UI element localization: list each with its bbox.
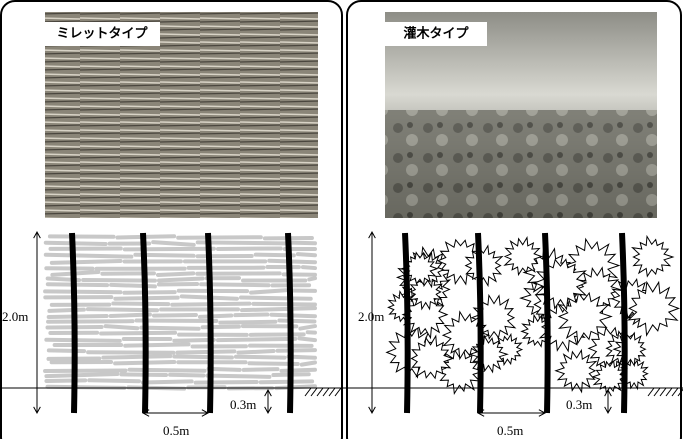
lower-diagrams xyxy=(34,232,683,416)
millet-stroke xyxy=(48,321,132,322)
post xyxy=(72,233,75,413)
height-label: 2.0m xyxy=(2,309,28,324)
millet-stroke xyxy=(220,322,275,323)
ground-hatch xyxy=(654,388,660,396)
millet-stroke xyxy=(218,339,295,340)
millet-stroke xyxy=(196,382,257,383)
millet-stroke xyxy=(141,328,198,329)
millet-stroke xyxy=(158,273,193,275)
spacing-label: 0.5m xyxy=(497,423,523,438)
millet-stroke xyxy=(278,350,315,351)
millet-stroke xyxy=(178,237,261,238)
millet-stroke xyxy=(299,338,315,340)
ground-hatch xyxy=(648,388,654,396)
depth-label: 0.3m xyxy=(230,397,256,412)
millet-stroke xyxy=(46,374,117,376)
millet-stroke xyxy=(282,370,315,371)
millet-stroke xyxy=(46,380,85,381)
millet-stroke xyxy=(298,254,315,255)
ground-hatch xyxy=(329,388,335,396)
millet-stroke xyxy=(207,376,269,377)
post xyxy=(622,233,625,413)
millet-stroke xyxy=(101,333,175,334)
post xyxy=(208,233,211,413)
millet-stroke xyxy=(309,278,315,279)
panel-label: 灌木タイプ xyxy=(403,26,469,42)
millet-stroke xyxy=(143,381,192,382)
post xyxy=(545,233,548,413)
millet-stroke xyxy=(124,292,174,293)
millet-stroke xyxy=(49,310,84,311)
millet-stroke xyxy=(253,304,315,305)
millet-stroke xyxy=(235,315,267,316)
shrub xyxy=(556,350,596,392)
millet-stroke xyxy=(236,357,285,358)
height-label: 2.0m xyxy=(358,309,384,324)
millet-stroke xyxy=(302,363,315,365)
millet-stroke xyxy=(125,344,188,345)
millet-stroke xyxy=(111,285,155,286)
ground-hatch xyxy=(660,388,666,396)
millet-stroke xyxy=(48,284,107,285)
millet-stroke xyxy=(153,242,194,245)
post xyxy=(478,233,481,413)
millet-stroke xyxy=(49,316,107,317)
millet-stroke xyxy=(52,261,121,263)
millet-stroke xyxy=(103,356,170,357)
millet-stroke xyxy=(177,351,234,352)
millet-stroke xyxy=(46,255,132,257)
ground-hatch xyxy=(311,388,317,396)
ground-hatch xyxy=(672,388,678,396)
millet-stroke xyxy=(218,248,281,249)
millet-stroke xyxy=(241,297,311,298)
photo-shrub-foliage xyxy=(385,110,657,218)
millet-stroke xyxy=(113,303,168,304)
millet-stroke xyxy=(238,351,273,353)
millet-stroke xyxy=(300,326,315,328)
millet-stroke xyxy=(261,381,312,382)
post xyxy=(288,233,291,413)
millet-stroke xyxy=(130,370,205,371)
depth-label: 0.3m xyxy=(566,397,592,412)
millet-stroke xyxy=(89,380,139,381)
ground-hatch xyxy=(335,388,341,396)
millet-stroke xyxy=(154,315,196,316)
post xyxy=(143,233,146,413)
fence-diagram: ミレットタイプ 灌木タイプ 2.0m 0.3m 0.5m 2.0m 0.3m 0… xyxy=(0,0,683,439)
millet-stroke xyxy=(88,352,173,353)
ground-hatch xyxy=(323,388,329,396)
ground-hatch xyxy=(666,388,672,396)
millet-stroke xyxy=(125,249,214,250)
millet-stroke xyxy=(159,279,203,281)
millet-stroke xyxy=(46,340,119,341)
millet-stroke xyxy=(303,267,315,268)
spacing-label: 0.5m xyxy=(163,423,189,438)
millet-stroke xyxy=(45,291,120,292)
millet-stroke xyxy=(46,243,106,244)
millet-stroke xyxy=(244,369,278,370)
millet-stroke xyxy=(49,350,84,351)
shrub xyxy=(633,236,673,276)
panel-label: ミレットタイプ xyxy=(56,27,148,42)
ground-hatch xyxy=(305,388,311,396)
post xyxy=(405,233,408,413)
millet-stroke xyxy=(170,375,203,376)
millet-stroke xyxy=(279,320,314,321)
millet-stroke xyxy=(200,316,231,317)
ground-hatch xyxy=(317,388,323,396)
millet-stroke xyxy=(251,290,286,292)
millet-stroke xyxy=(290,243,315,244)
millet-stroke xyxy=(174,356,232,357)
millet-stroke xyxy=(242,308,315,310)
millet-stroke xyxy=(106,326,138,328)
